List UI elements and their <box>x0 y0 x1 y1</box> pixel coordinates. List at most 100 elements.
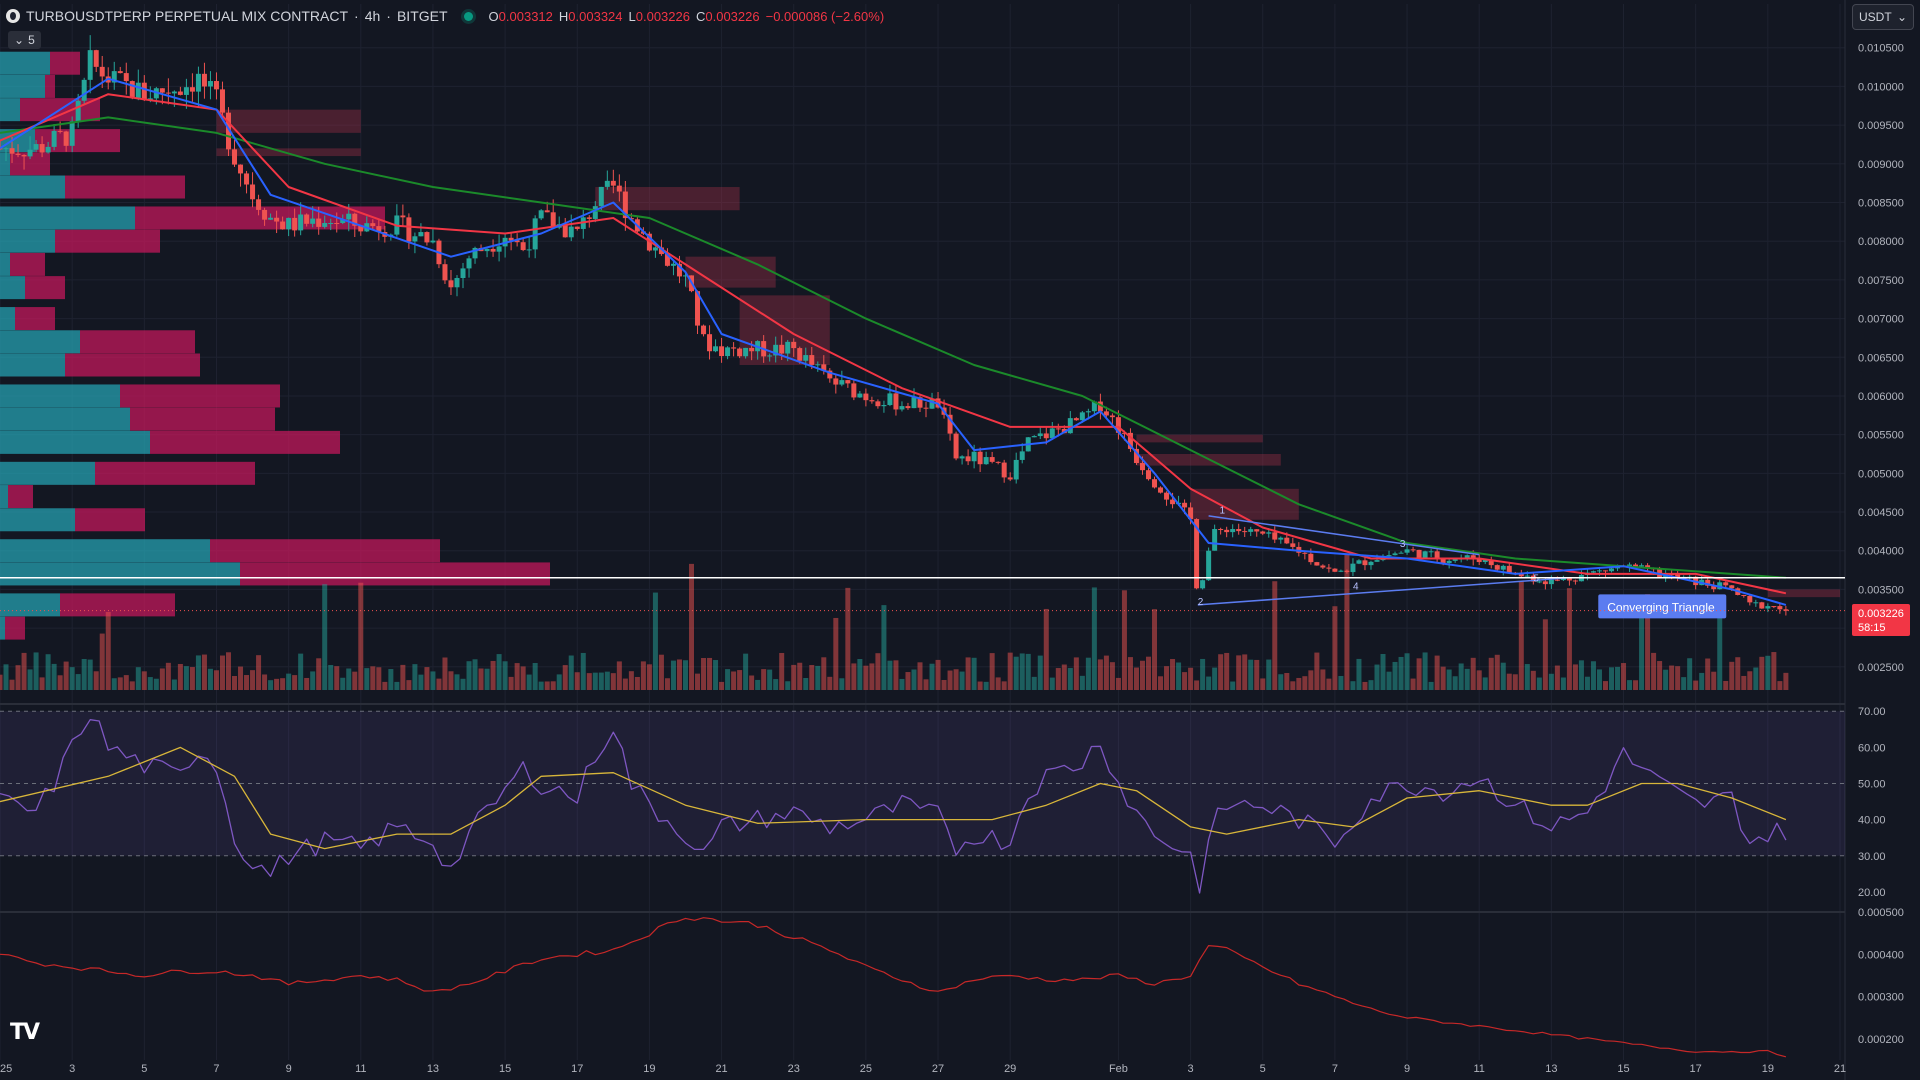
market-status-icon <box>463 11 473 21</box>
price-lines[interactable] <box>0 577 1845 612</box>
candle-body <box>1711 585 1717 590</box>
candle-body <box>1368 561 1374 566</box>
volume-bars <box>0 554 1789 690</box>
supply-zone <box>216 109 361 133</box>
volume-bar <box>382 681 388 690</box>
bar-countdown: 58:15 <box>1858 622 1886 634</box>
indicator-count: 5 <box>28 33 35 47</box>
volume-bar <box>1338 675 1344 690</box>
chevron-down-icon: ⌄ <box>14 33 25 47</box>
candle-body <box>851 383 857 398</box>
candle-body <box>538 210 544 219</box>
price-tick-label: 0.009500 <box>1858 120 1904 132</box>
pattern-label: Converging Triangle <box>1598 594 1727 619</box>
candle-body <box>1200 580 1206 589</box>
volume-bar <box>1055 668 1061 690</box>
volume-bar <box>610 673 616 690</box>
volume-bar <box>256 655 262 690</box>
candle-body <box>1133 448 1139 464</box>
rsi-ma-line <box>0 746 1787 850</box>
candle-body <box>532 218 538 250</box>
supply-zone <box>216 148 361 157</box>
candle-body <box>947 414 953 434</box>
volume-bar <box>1170 659 1176 690</box>
volume-bar <box>358 582 364 690</box>
candle-body <box>1302 552 1308 554</box>
candle-body <box>213 81 219 90</box>
candle-body <box>592 206 598 219</box>
volume-bar <box>1572 664 1578 690</box>
currency-select[interactable]: USDT ⌄ <box>1852 4 1914 30</box>
low-value: 0.003226 <box>635 8 690 24</box>
candle-body <box>568 226 574 238</box>
volume-bar <box>177 663 183 690</box>
candle-body <box>791 341 797 349</box>
triangle-upper-line <box>1208 515 1480 556</box>
time-tick-label: 11 <box>1474 1063 1485 1075</box>
candle-body <box>1416 549 1422 559</box>
candle-body <box>496 246 502 252</box>
volume-bar <box>87 659 93 690</box>
volume-bar <box>1536 677 1542 690</box>
volume-bar <box>478 668 484 690</box>
tradingview-logo-icon[interactable]: TV <box>10 1020 40 1045</box>
price-tick-label: 0.006000 <box>1858 391 1904 403</box>
candle-body <box>460 268 466 279</box>
candle-body <box>658 247 664 255</box>
time-tick-label: 19 <box>1762 1063 1774 1075</box>
price-tick-label: 0.008000 <box>1858 236 1904 248</box>
candle-body <box>1230 529 1236 533</box>
header-separator: · <box>354 8 359 24</box>
candle-body <box>1410 549 1416 551</box>
volume-bar <box>442 657 448 690</box>
candle-body <box>1007 477 1013 480</box>
candle-body <box>1759 602 1765 609</box>
volume-bar <box>1518 581 1524 690</box>
volume-bar <box>448 671 454 690</box>
supply-zone <box>1136 434 1263 443</box>
candle-body <box>1212 529 1218 551</box>
volume-bar <box>1446 669 1452 690</box>
volume-bar <box>1681 677 1687 690</box>
time-tick-label: 17 <box>571 1063 583 1075</box>
candle-body <box>135 82 141 98</box>
candle-body <box>887 393 893 406</box>
symbol-name[interactable]: TURBOUSDTPERP PERPETUAL MIX CONTRACT <box>26 8 349 24</box>
volume-bar <box>695 673 701 690</box>
volume-bar <box>111 678 117 690</box>
volume-bar <box>232 675 238 690</box>
volume-bar <box>556 674 562 690</box>
candle-body <box>1566 577 1572 581</box>
candle-body <box>69 121 75 146</box>
volume-bar <box>1362 681 1368 690</box>
volume-profile-up <box>0 51 50 75</box>
volume-bar <box>773 679 779 690</box>
candle-body <box>268 217 274 220</box>
triangle-lower-line <box>1197 577 1570 606</box>
candle-body <box>256 199 262 210</box>
candle-body <box>1741 594 1747 596</box>
volume-bar <box>682 660 688 690</box>
candle-body <box>893 393 899 410</box>
candle-body <box>562 224 568 238</box>
candle-body <box>1488 559 1494 566</box>
indicators-toggle-button[interactable]: ⌄ 5 <box>8 31 41 49</box>
volume-bar <box>45 654 51 690</box>
candle-body <box>1753 602 1759 604</box>
candle-body <box>1290 543 1296 547</box>
volume-bar <box>1242 654 1248 690</box>
volume-bar <box>1254 659 1260 690</box>
volume-bar <box>628 671 634 690</box>
volume-bar <box>1019 653 1025 690</box>
candle-body <box>1109 415 1115 418</box>
time-tick-label: 23 <box>788 1063 800 1075</box>
candle-body <box>189 87 195 92</box>
volume-bar <box>1458 663 1464 690</box>
candle-body <box>340 219 346 224</box>
supply-zone <box>1190 488 1299 520</box>
interval[interactable]: 4h <box>364 8 381 24</box>
volume-bar <box>827 676 833 690</box>
candle-body <box>707 334 713 352</box>
volume-profile-down <box>80 330 195 354</box>
